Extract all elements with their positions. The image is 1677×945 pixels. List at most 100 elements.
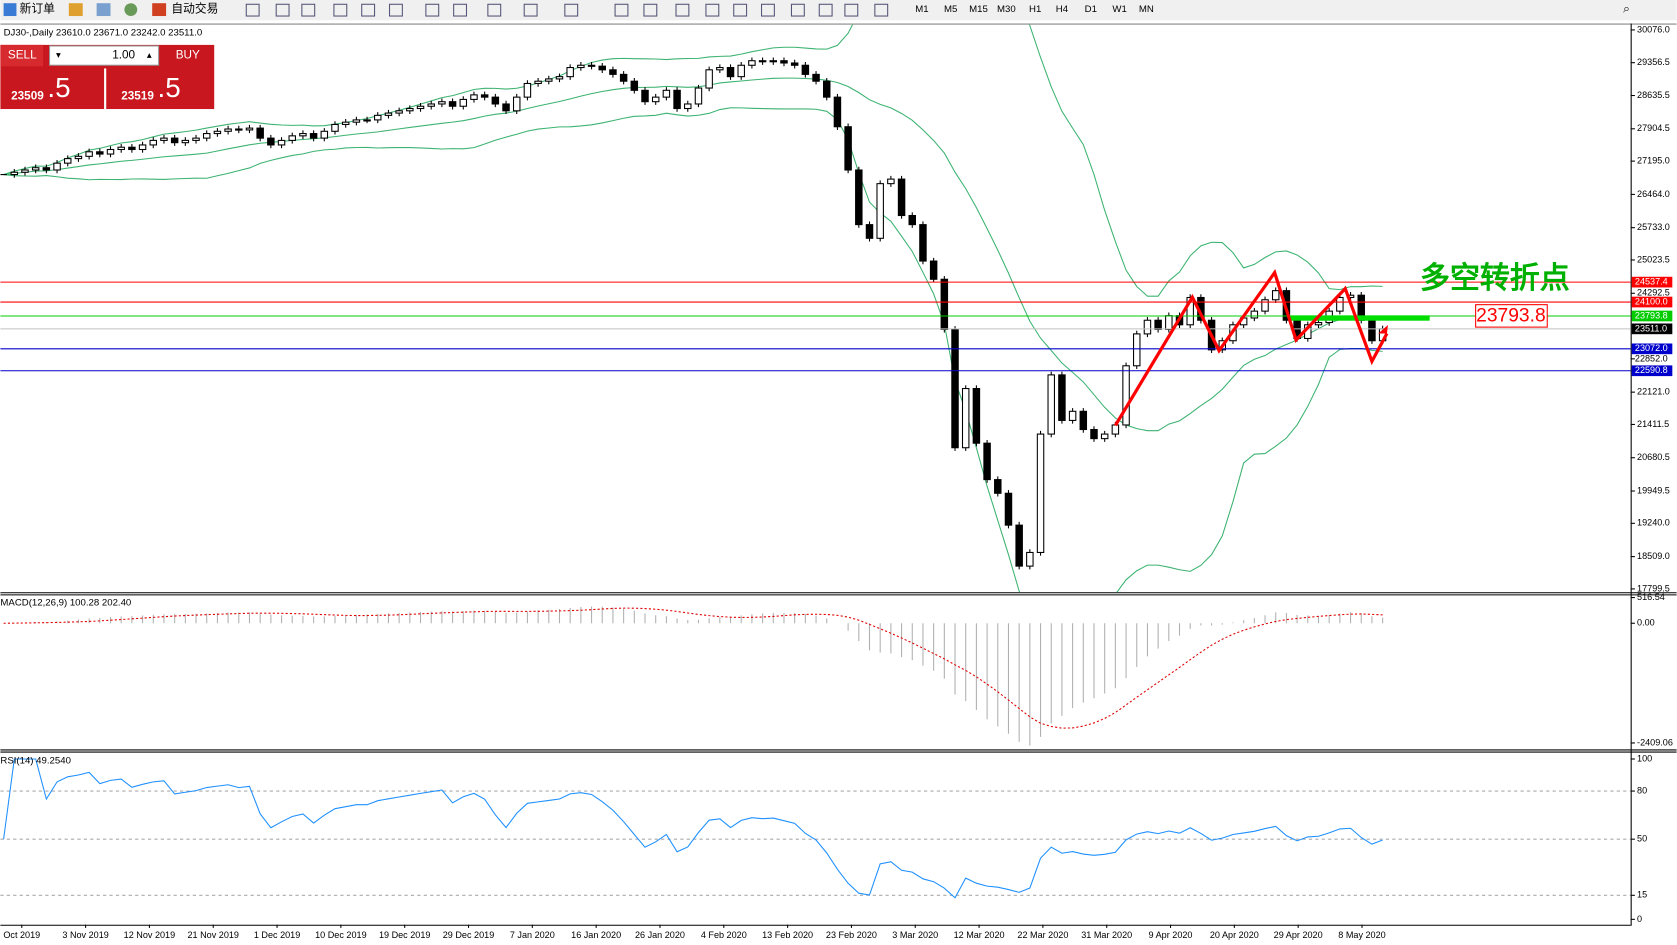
macd-title: MACD(12,26,9) 100.28 202.40 (0, 597, 131, 608)
lot-input[interactable] (49, 45, 160, 66)
candle (459, 98, 468, 107)
annotation-box (1475, 304, 1548, 328)
sell-button[interactable] (0, 44, 44, 67)
candle (1090, 428, 1098, 440)
candle (224, 128, 232, 132)
chart-title: DJ30-,Daily 23610.0 23671.0 23242.0 2351… (4, 28, 203, 39)
candle (1100, 433, 1109, 440)
lot-down[interactable]: ▾ (56, 50, 61, 61)
candle (609, 69, 617, 75)
x-tick-label: 4 Feb 2020 (701, 930, 747, 940)
candle (202, 133, 211, 139)
tool-icon[interactable] (675, 3, 690, 17)
tool-icon[interactable] (564, 3, 579, 17)
sell-label[interactable]: SELL (8, 49, 37, 62)
tool-icon[interactable] (275, 3, 290, 17)
tool-icon[interactable] (874, 3, 889, 17)
tool-icon[interactable] (333, 3, 348, 17)
search-icon[interactable]: ⌕ (1623, 3, 1630, 16)
timeframe[interactable]: M1 (915, 4, 928, 15)
divider (104, 68, 107, 110)
tool-icon[interactable] (388, 3, 403, 17)
y-tick-label: 19240.0 (1637, 518, 1670, 528)
tool-icon[interactable] (614, 3, 629, 17)
candle (213, 130, 222, 135)
auto-trading-icon[interactable] (152, 3, 167, 17)
candle (716, 67, 724, 71)
y-tick-label: 18509.0 (1637, 551, 1670, 561)
lot-size[interactable]: 1.00 (112, 49, 135, 62)
tool-icon[interactable] (245, 3, 260, 17)
ask-frac[interactable]: .5 (158, 72, 181, 103)
candle (117, 146, 125, 151)
tool-icon[interactable] (301, 3, 316, 17)
timeframe[interactable]: M30 (997, 4, 1016, 15)
tool-icon[interactable] (68, 3, 83, 17)
candle (235, 128, 243, 131)
tool-icon[interactable] (124, 3, 138, 17)
candle (502, 103, 510, 112)
tool-icon[interactable] (643, 3, 658, 17)
candle (320, 130, 329, 139)
timeframe[interactable]: MN (1139, 4, 1154, 15)
candle (587, 64, 596, 67)
lot-up[interactable]: ▴ (147, 50, 152, 61)
x-tick-label: 23 Feb 2020 (826, 930, 877, 940)
timeframe[interactable]: M5 (944, 4, 957, 15)
ask-main[interactable]: 23519 (121, 89, 154, 102)
candle (865, 224, 874, 239)
price-level-tag (1631, 343, 1673, 355)
candle (277, 139, 286, 146)
tool-icon[interactable] (425, 3, 440, 17)
candle (74, 155, 83, 160)
timeframe[interactable]: H1 (1029, 4, 1041, 15)
candle (994, 479, 1002, 494)
bollinger-band (3, 77, 1383, 432)
tool-icon[interactable] (523, 3, 538, 17)
macd-panel: 516.54 0.00 -2409.06 (3, 592, 1673, 747)
buy-label[interactable]: BUY (176, 49, 200, 62)
candle (1058, 374, 1066, 421)
timeframes: M1 M5 M15 M30 H1 H4 D1 W1 MN (915, 4, 1154, 15)
y-tick-label: 50 (1637, 834, 1647, 844)
candle (855, 169, 863, 226)
x-tick-label: 29 Apr 2020 (1274, 930, 1323, 940)
tool-icon[interactable] (96, 3, 111, 17)
candle (705, 69, 713, 89)
y-tick-label: 516.54 (1637, 592, 1665, 602)
new-order[interactable]: 新订单 (20, 2, 55, 16)
y-tick-label: 0 (1637, 914, 1642, 924)
tool-icon[interactable] (705, 3, 720, 17)
candle (331, 123, 339, 132)
candle (1271, 290, 1280, 301)
timeframe[interactable]: W1 (1112, 4, 1126, 15)
candle (566, 67, 574, 78)
bid-main[interactable]: 23509 (11, 89, 44, 102)
bid-frac[interactable]: .5 (47, 72, 70, 103)
price-level-label: 23072.0 (1635, 343, 1668, 353)
tool-icon[interactable] (453, 3, 468, 17)
candle (352, 119, 361, 123)
new-order-icon[interactable] (3, 3, 17, 17)
tool-icon[interactable] (760, 3, 775, 17)
auto-trading[interactable]: 自动交易 (171, 2, 218, 16)
price-level-label: 23793.8 (1635, 310, 1668, 320)
tool-icon[interactable] (818, 3, 833, 17)
candle (641, 89, 649, 103)
candle (619, 73, 628, 82)
candle (299, 133, 307, 137)
candle (983, 442, 991, 481)
candle (1133, 333, 1141, 367)
candle (85, 151, 93, 157)
timeframe[interactable]: D1 (1085, 4, 1097, 15)
price-level-tag (1631, 323, 1673, 335)
tool-icon[interactable] (361, 3, 376, 17)
y-tick-label: 20680.5 (1637, 452, 1670, 462)
timeframe[interactable]: M15 (969, 4, 988, 15)
bollinger-band (3, 107, 1383, 593)
tool-icon[interactable] (844, 3, 859, 17)
tool-icon[interactable] (790, 3, 805, 17)
tool-icon[interactable] (733, 3, 748, 17)
timeframe[interactable]: H4 (1056, 4, 1069, 15)
tool-icon[interactable] (487, 3, 502, 17)
